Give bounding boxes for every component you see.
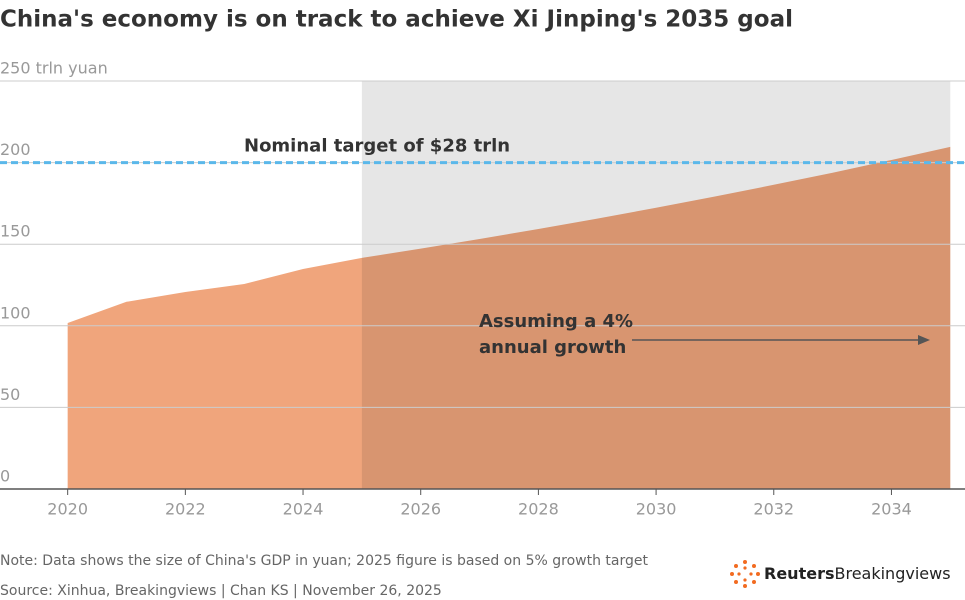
x-tick-label: 2024 — [283, 500, 324, 519]
logo-mark — [730, 560, 760, 588]
y-tick-label: 150 — [0, 222, 31, 241]
x-tick-label: 2034 — [871, 500, 912, 519]
y-tick-label: 250 trln yuan — [0, 59, 108, 78]
source: Source: Xinhua, Breakingviews | Chan KS … — [0, 583, 442, 599]
x-tick-label: 2022 — [165, 500, 206, 519]
chart-title: China's economy is on track to achieve X… — [0, 7, 793, 33]
x-tick-label: 2030 — [636, 500, 677, 519]
y-tick-label: 0 — [0, 467, 10, 486]
y-tick-label: 100 — [0, 303, 31, 322]
y-tick-label: 50 — [0, 385, 20, 404]
projection-label: Assuming a 4% — [479, 311, 633, 332]
brand-product: Breakingviews — [834, 564, 950, 583]
projection-shade — [361, 81, 951, 489]
x-tick-label: 2028 — [518, 500, 559, 519]
y-tick-label: 200 — [0, 140, 31, 159]
arrow-head — [918, 335, 930, 345]
target-label: Nominal target of $28 trln — [244, 136, 510, 157]
logo: ReutersBreakingviews — [730, 560, 951, 588]
note: Note: Data shows the size of China's GDP… — [0, 553, 648, 569]
x-tick-label: 2032 — [753, 500, 794, 519]
x-tick-label: 2020 — [47, 500, 88, 519]
brand-text: ReutersBreakingviews — [764, 564, 951, 583]
projection-label: annual growth — [479, 337, 626, 358]
brand-name: Reuters — [764, 564, 834, 583]
x-tick-label: 2026 — [400, 500, 441, 519]
plot-area: 0 50 100 150 200 250 trln yuan 2020 2022 2024 202… — [0, 59, 965, 519]
